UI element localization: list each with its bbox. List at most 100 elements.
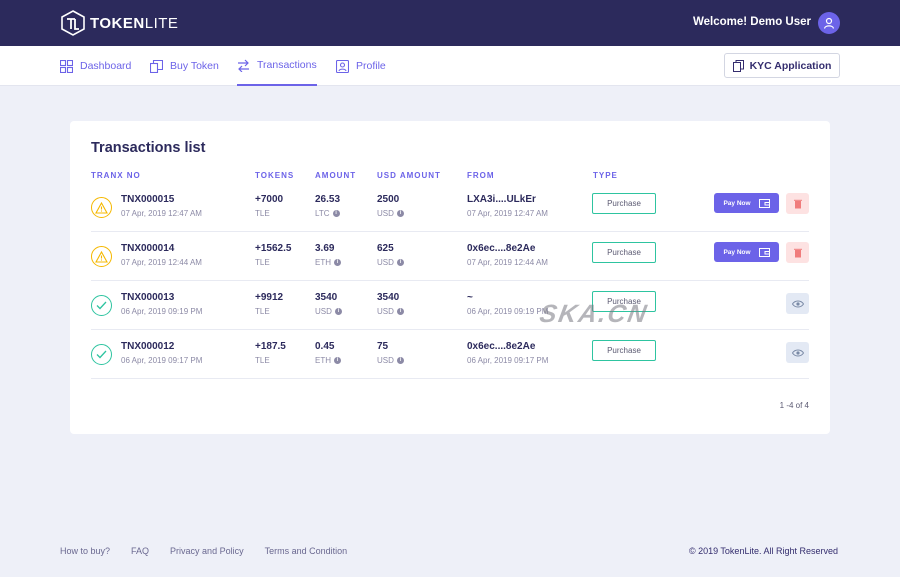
pay-now-label: Pay Now xyxy=(723,199,751,207)
from-address: 0x6ec....8e2Ae xyxy=(467,341,536,352)
from-address: ~ xyxy=(467,292,473,303)
user-icon xyxy=(823,17,835,29)
footer-link-faq[interactable]: FAQ xyxy=(131,546,150,556)
info-icon[interactable]: i xyxy=(396,357,404,364)
buy-token-icon xyxy=(150,59,163,73)
usd-unit-label: USD xyxy=(377,209,394,218)
tranx-date: 07 Apr, 2019 12:47 AM xyxy=(121,209,202,218)
amount-unit: ETH i xyxy=(315,258,341,267)
profile-icon xyxy=(336,59,349,73)
usd-amount-unit: USD i xyxy=(377,209,404,218)
tokens-unit: TLE xyxy=(255,307,270,316)
pagination-info: 1 -4 of 4 xyxy=(779,401,809,410)
nav-dashboard[interactable]: Dashboard xyxy=(60,46,131,86)
info-icon[interactable]: i xyxy=(396,259,404,266)
pay-now-button[interactable]: Pay Now xyxy=(714,193,779,213)
view-details-button[interactable] xyxy=(786,293,809,314)
amount-unit: ETH i xyxy=(315,356,341,365)
usd-amount-value: 75 xyxy=(377,341,389,352)
kyc-application-label: KYC Application xyxy=(749,59,832,72)
pay-now-button[interactable]: Pay Now xyxy=(714,242,779,262)
table-row[interactable]: TNX000013 06 Apr, 2019 09:19 PM +9912 TL… xyxy=(91,281,809,330)
user-avatar-button[interactable] xyxy=(818,12,840,34)
from-date: 06 Apr, 2019 09:17 PM xyxy=(467,356,549,365)
usd-unit-label: USD xyxy=(377,356,394,365)
from-date: 07 Apr, 2019 12:44 AM xyxy=(467,258,548,267)
tokenlite-logo-icon xyxy=(61,10,85,36)
nav-profile[interactable]: Profile xyxy=(336,46,386,86)
view-details-button[interactable] xyxy=(786,342,809,363)
table-row[interactable]: TNX000012 06 Apr, 2019 09:17 PM +187.5 T… xyxy=(91,330,809,379)
usd-amount-unit: USD i xyxy=(377,307,404,316)
amount-unit-label: USD xyxy=(315,307,332,316)
transactions-icon xyxy=(238,59,249,72)
tranx-date: 06 Apr, 2019 09:17 PM xyxy=(121,356,203,365)
type-badge: Purchase xyxy=(592,340,656,361)
wallet-icon xyxy=(758,198,770,208)
amount-unit-label: ETH xyxy=(315,258,331,267)
delete-button[interactable] xyxy=(786,242,809,263)
tokens-value: +187.5 xyxy=(255,341,286,352)
table-row[interactable]: TNX000015 07 Apr, 2019 12:47 AM +7000 TL… xyxy=(91,183,809,232)
info-icon[interactable]: i xyxy=(334,259,341,266)
column-header-tokens: TOKENS xyxy=(255,171,295,180)
from-address: 0x6ec....8e2Ae xyxy=(467,243,536,254)
usd-amount-unit: USD i xyxy=(377,356,404,365)
copyright-text: © 2019 TokenLite. All Right Reserved xyxy=(688,546,838,556)
amount-value: 3540 xyxy=(315,292,338,303)
amount-unit-label: LTC xyxy=(315,209,330,218)
info-icon[interactable]: i xyxy=(396,210,404,217)
column-header-amount: AMOUNT xyxy=(315,171,357,180)
tranx-id: TNX000014 xyxy=(121,243,175,254)
brand-name-light: LITE xyxy=(144,14,179,32)
brand-logo[interactable]: TOKENLITE xyxy=(60,10,178,36)
document-icon xyxy=(732,59,744,72)
info-icon[interactable]: i xyxy=(332,210,340,217)
info-icon[interactable]: i xyxy=(334,357,341,364)
trash-icon xyxy=(793,248,802,257)
pending-status-icon xyxy=(91,246,112,267)
watermark: SKA.CN xyxy=(537,300,651,328)
table-row[interactable]: TNX000014 07 Apr, 2019 12:44 AM +1562.5 … xyxy=(91,232,809,281)
kyc-application-button[interactable]: KYC Application xyxy=(724,53,840,78)
amount-value: 3.69 xyxy=(315,243,335,254)
from-address: LXA3i....ULkEr xyxy=(467,194,536,205)
tokens-unit: TLE xyxy=(255,209,270,218)
nav-buy-token-label: Buy Token xyxy=(170,60,219,72)
column-header-type: TYPE xyxy=(593,171,618,180)
column-header-usd-amount: USD AMOUNT xyxy=(377,171,441,180)
nav-dashboard-label: Dashboard xyxy=(80,60,132,72)
nav-buy-token[interactable]: Buy Token xyxy=(150,46,219,86)
amount-value: 26.53 xyxy=(315,194,341,205)
tokens-value: +1562.5 xyxy=(255,243,292,254)
tranx-date: 06 Apr, 2019 09:19 PM xyxy=(121,307,203,316)
brand-name-bold: TOKEN xyxy=(90,14,145,32)
tokens-unit: TLE xyxy=(255,356,270,365)
info-icon[interactable]: i xyxy=(334,308,342,315)
delete-button[interactable] xyxy=(786,193,809,214)
success-check-icon xyxy=(91,344,112,365)
nav-transactions-label: Transactions xyxy=(257,59,317,71)
footer-link-privacy[interactable]: Privacy and Policy xyxy=(170,546,244,556)
eye-icon xyxy=(791,349,804,356)
usd-amount-value: 2500 xyxy=(377,194,400,205)
tokens-value: +9912 xyxy=(255,292,284,303)
top-header: TOKENLITE Welcome! Demo User xyxy=(0,0,900,46)
amount-unit: USD i xyxy=(315,307,342,316)
footer-link-terms[interactable]: Terms and Condition xyxy=(264,546,348,556)
page-title: Transactions list xyxy=(91,140,206,156)
tranx-id: TNX000015 xyxy=(121,194,175,205)
trash-icon xyxy=(793,199,802,208)
pending-status-icon xyxy=(91,197,112,218)
footer-links: How to buy? FAQ Privacy and Policy Terms… xyxy=(60,546,368,556)
tranx-date: 07 Apr, 2019 12:44 AM xyxy=(121,258,202,267)
tokens-value: +7000 xyxy=(255,194,284,205)
info-icon[interactable]: i xyxy=(396,308,404,315)
type-badge: Purchase xyxy=(592,291,656,312)
footer-link-how-to-buy[interactable]: How to buy? xyxy=(60,546,111,556)
tokens-unit: TLE xyxy=(255,258,270,267)
usd-unit-label: USD xyxy=(377,307,394,316)
nav-transactions[interactable]: Transactions xyxy=(237,46,317,86)
eye-icon xyxy=(791,300,804,307)
usd-amount-value: 3540 xyxy=(377,292,400,303)
